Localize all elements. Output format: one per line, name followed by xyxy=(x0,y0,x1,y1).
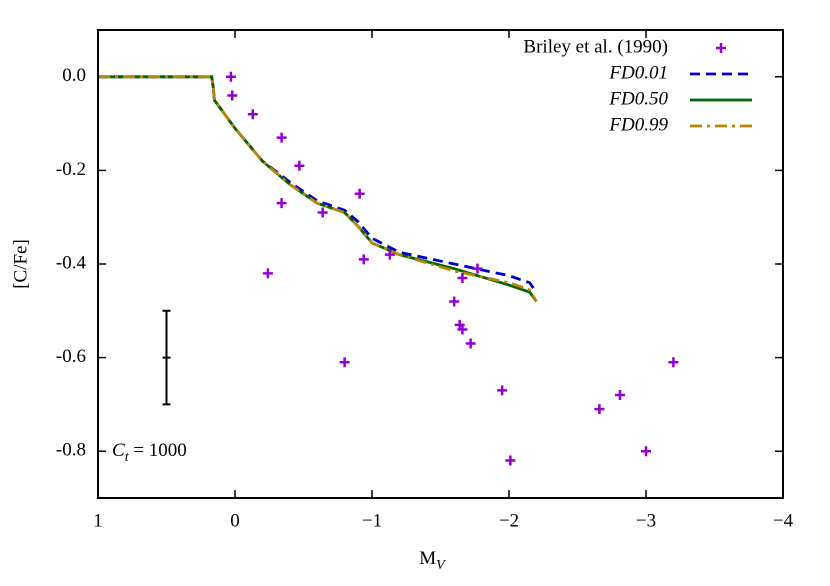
scatter-point xyxy=(497,385,508,396)
y-tick-label: -0.8 xyxy=(56,440,86,461)
y-tick-label: -0.2 xyxy=(56,159,86,180)
x-tick-label: 0 xyxy=(230,510,240,531)
x-tick-label: 1 xyxy=(93,510,103,531)
scatter-point xyxy=(457,273,468,284)
x-tick-label: −2 xyxy=(499,510,519,531)
scatter-point xyxy=(227,90,238,101)
scatter-point xyxy=(449,296,460,307)
y-tick-label: -0.4 xyxy=(56,252,87,273)
x-tick-label: −3 xyxy=(636,510,656,531)
annotation: Ct = 1000 xyxy=(112,440,187,465)
scatter-point xyxy=(472,263,483,274)
legend-label: FD0.99 xyxy=(608,114,668,135)
scatter-point xyxy=(247,109,258,120)
scatter-point xyxy=(354,188,365,199)
x-tick-label: −4 xyxy=(773,510,794,531)
scatter-point xyxy=(668,357,679,368)
scatter-point xyxy=(339,357,350,368)
scatter-point xyxy=(294,160,305,171)
scatter-point xyxy=(505,455,516,466)
scatter-point xyxy=(276,198,287,209)
scatter-point xyxy=(317,207,328,218)
x-axis-label: MV xyxy=(419,548,446,573)
scatter-point xyxy=(262,268,273,279)
scatter-point xyxy=(641,446,651,457)
scatter-point xyxy=(465,338,476,349)
scatter-point xyxy=(384,249,395,260)
y-axis-label: [C/Fe] xyxy=(10,239,31,289)
scatter-point xyxy=(594,404,605,415)
scatter-point xyxy=(225,71,236,82)
legend-marker xyxy=(716,43,726,53)
legend-label: FD0.01 xyxy=(608,62,668,83)
plot-frame xyxy=(97,29,784,499)
scatter-point xyxy=(358,254,369,265)
scatter-point xyxy=(276,132,287,143)
legend-label: Briley et al. (1990) xyxy=(523,36,668,57)
series-line xyxy=(98,75,538,293)
series-line xyxy=(98,75,538,303)
scatter-point xyxy=(614,390,625,401)
y-tick-label: 0.0 xyxy=(62,65,86,86)
scatter-point xyxy=(457,324,468,335)
y-tick-label: -0.6 xyxy=(56,346,86,367)
x-tick-label: −1 xyxy=(362,510,382,531)
legend-label: FD0.50 xyxy=(608,88,668,109)
error-bar xyxy=(162,309,171,406)
